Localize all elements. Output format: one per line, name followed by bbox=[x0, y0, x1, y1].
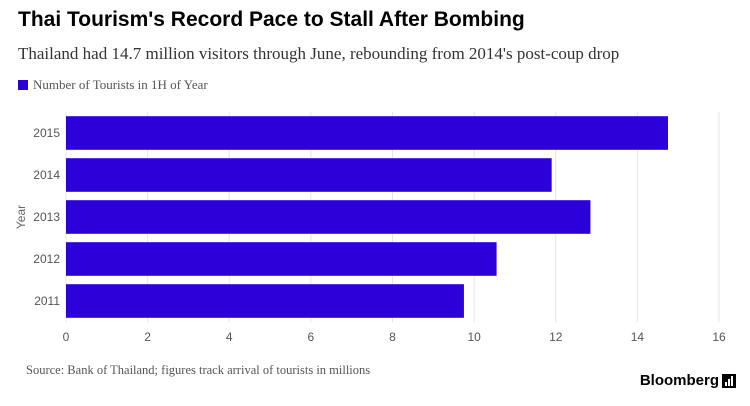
legend: Number of Tourists in 1H of Year bbox=[18, 77, 208, 93]
chart-subtitle: Thailand had 14.7 million visitors throu… bbox=[18, 44, 620, 63]
x-tick-label: 2 bbox=[144, 330, 151, 344]
y-tick-label: 2011 bbox=[34, 294, 60, 308]
x-tick-label: 0 bbox=[63, 330, 70, 344]
y-tick-label: 2013 bbox=[33, 210, 60, 224]
bar bbox=[66, 158, 552, 192]
bar bbox=[66, 284, 464, 318]
y-tick-label: 2012 bbox=[33, 252, 60, 266]
x-tick-label: 12 bbox=[549, 330, 563, 344]
legend-label: Number of Tourists in 1H of Year bbox=[33, 77, 208, 92]
bloomberg-logo: Bloomberg bbox=[640, 372, 736, 389]
y-tick-label: 2014 bbox=[33, 168, 60, 182]
x-tick-label: 8 bbox=[389, 330, 396, 344]
brand-name: Bloomberg bbox=[639, 372, 719, 389]
legend-swatch bbox=[18, 80, 28, 90]
y-axis-title: Year bbox=[14, 205, 28, 229]
bloomberg-chart-icon bbox=[722, 373, 736, 388]
x-tick-label: 6 bbox=[308, 330, 315, 344]
chart-title: Thai Tourism's Record Pace to Stall Afte… bbox=[18, 8, 525, 31]
x-tick-label: 10 bbox=[467, 330, 481, 344]
source-note: Source: Bank of Thailand; figures track … bbox=[26, 363, 371, 377]
bar bbox=[66, 200, 591, 234]
y-tick-label: 2015 bbox=[33, 126, 60, 140]
x-tick-label: 4 bbox=[226, 330, 233, 344]
x-tick-label: 14 bbox=[631, 330, 645, 344]
x-tick-label: 16 bbox=[712, 330, 726, 344]
bar bbox=[66, 116, 668, 150]
bar bbox=[66, 242, 497, 276]
